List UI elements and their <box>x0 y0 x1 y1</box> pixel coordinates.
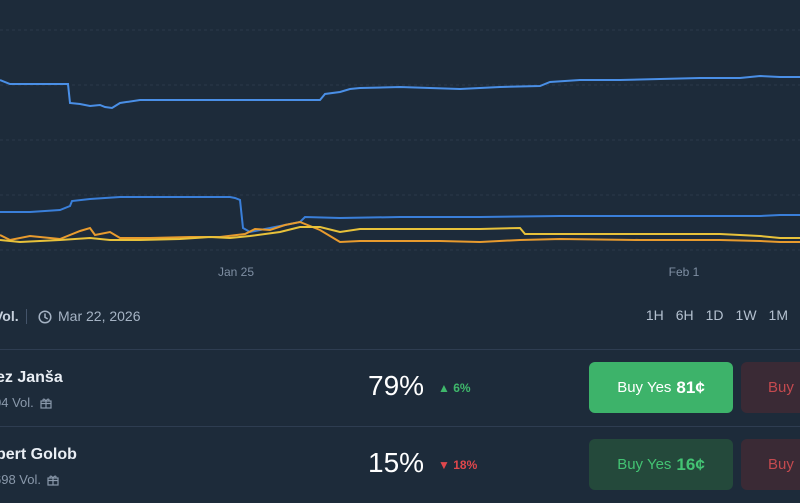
series-line-3 <box>0 220 800 244</box>
outcome-row[interactable]: ez Janša 04 Vol. 79% ▲ 6% Buy Yes 81¢ Bu… <box>0 350 800 426</box>
gift-icon <box>47 475 59 486</box>
end-date: Mar 22, 2026 <box>58 308 141 324</box>
buy-yes-button[interactable]: Buy Yes 81¢ <box>589 362 733 413</box>
range-1m-button[interactable]: 1M <box>768 307 788 323</box>
outcome-volume-text: 04 Vol. <box>0 395 34 410</box>
outcome-name: ez Janša <box>0 369 63 386</box>
buy-no-label: Buy <box>768 379 794 396</box>
buy-yes-price: 16¢ <box>676 454 705 474</box>
volume-label: Vol. <box>0 308 19 324</box>
buy-yes-label: Buy Yes <box>617 379 672 396</box>
gift-icon <box>40 398 52 409</box>
range-1h-button[interactable]: 1H <box>645 307 664 323</box>
series-line-golob <box>0 196 800 234</box>
triangle-up-icon: ▲ <box>438 381 450 395</box>
series-line-janša <box>0 74 800 110</box>
x-tick-label: Feb 1 <box>668 265 700 279</box>
divider <box>0 426 800 427</box>
buy-no-button[interactable]: Buy <box>741 439 800 490</box>
triangle-down-icon: ▼ <box>438 458 450 472</box>
x-tick-label: Jan 25 <box>217 265 255 279</box>
buy-no-button[interactable]: Buy <box>741 362 800 413</box>
change-value: 18% <box>453 458 478 472</box>
probability-change: ▲ 6% <box>438 381 471 395</box>
buy-yes-price: 81¢ <box>676 377 705 397</box>
probability-change: ▼ 18% <box>438 458 477 472</box>
series-line-4 <box>0 226 800 244</box>
time-range-selector: 1H 6H 1D 1W 1M <box>646 307 800 323</box>
range-1w-button[interactable]: 1W <box>735 307 757 323</box>
outcome-volume: 04 Vol. <box>0 395 52 410</box>
outcome-volume-text: 698 Vol. <box>0 472 41 487</box>
chart-gridlines <box>0 29 800 251</box>
divider <box>0 349 800 350</box>
range-1d-button[interactable]: 1D <box>705 307 724 323</box>
clock-icon <box>38 310 52 324</box>
buy-yes-label: Buy Yes <box>617 456 672 473</box>
outcome-probability: 15% <box>368 447 425 478</box>
meta-separator <box>26 309 27 324</box>
price-history-chart[interactable] <box>0 0 800 300</box>
buy-yes-button[interactable]: Buy Yes 16¢ <box>589 439 733 490</box>
outcome-row[interactable]: bert Golob 698 Vol. 15% ▼ 18% Buy Yes 16… <box>0 427 800 503</box>
market-meta-row: Vol. Mar 22, 2026 1H 6H 1D 1W 1M <box>0 305 800 329</box>
outcome-name: bert Golob <box>0 446 77 463</box>
outcome-probability: 79% <box>368 370 425 401</box>
change-value: 6% <box>453 381 471 395</box>
range-6h-button[interactable]: 6H <box>675 307 694 323</box>
buy-no-label: Buy <box>768 456 794 473</box>
outcome-volume: 698 Vol. <box>0 472 59 487</box>
